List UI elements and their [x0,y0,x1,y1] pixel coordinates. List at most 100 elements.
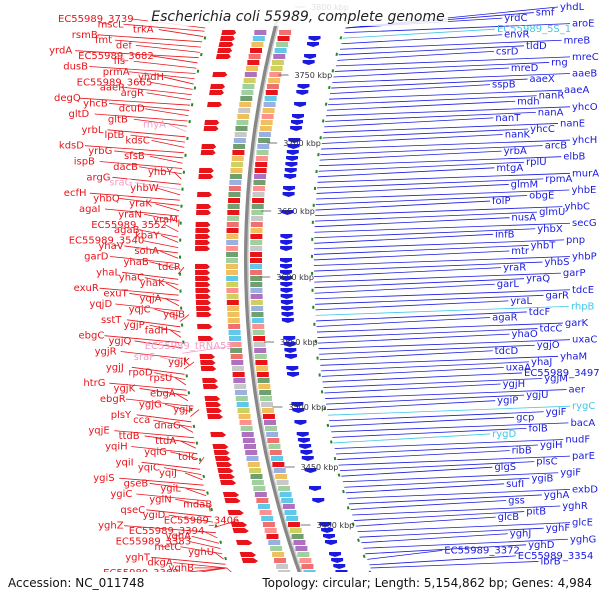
cog-mark-inner [260,402,273,407]
left-gene-label: argG [86,172,110,183]
cog-mark-outer [254,492,267,497]
right-label-leader [333,67,509,78]
cog-mark-inner [255,162,268,167]
forward-gene-mark [207,102,223,107]
cog-mark-outer [230,168,243,173]
forward-gene-mark [196,204,212,209]
right-gene-label: glcB [498,512,520,523]
right-label-leader [328,411,544,422]
left-gene-label: dkgA [147,558,172,569]
left-gene-label: qseC [120,505,145,516]
right-label-leader [316,322,563,333]
right-label-leader [332,427,527,438]
right-gene-label: rhpB [571,301,595,312]
left-label-leader [163,76,194,85]
cog-mark-inner [252,186,265,191]
right-gene-label: yghA [544,490,570,501]
right-label-leader [315,200,491,211]
left-label-leader [173,562,227,569]
left-label-leader [141,461,201,470]
forward-gene-mark [210,432,227,437]
cog-mark-inner [262,414,275,419]
right-gene-label: yghR [562,501,588,512]
left-label-leader [124,525,216,534]
reverse-gene-mark [304,54,317,59]
left-label-leader [186,488,207,497]
right-label-leader [323,123,559,133]
left-gene-label: dnaG [154,420,181,431]
left-label-leader [104,208,180,217]
right-gene-label: yrdC [504,13,527,24]
cog-mark-outer [228,330,241,335]
cog-mark-outer [238,414,251,419]
cog-mark-outer [229,342,242,347]
left-label-leader [123,23,205,32]
cog-mark-inner [262,108,275,113]
reverse-gene-mark [292,408,305,413]
left-label-leader [134,340,182,349]
cog-mark-inner [252,324,265,329]
right-gene-label: nanK [505,130,531,141]
cog-mark-outer [226,222,239,227]
cog-mark-inner [299,558,312,563]
cog-mark-outer [244,444,257,449]
forward-gene-mark [218,474,235,479]
forward-gene-mark [215,54,231,59]
forward-gene-mark [201,144,217,149]
cog-mark-outer [240,96,253,101]
reverse-gene-mark [291,402,304,407]
reverse-gene-mark [286,150,299,155]
cog-mark-inner [258,384,271,389]
left-label-leader [144,435,195,444]
cog-mark-inner [250,228,263,233]
right-label-leader [370,561,539,569]
left-label-leader [119,198,180,206]
left-gene-label: kbaY [135,230,160,241]
forward-gene-mark [213,450,230,455]
forward-gene-mark [207,414,224,419]
cog-mark-outer [231,360,244,365]
left-label-leader [149,155,183,164]
right-gene-label: yhcC [530,124,555,135]
right-gene-label: exbD [572,484,598,495]
forward-gene-mark [197,192,213,197]
left-label-leader [89,192,180,201]
cog-mark-outer [274,558,287,563]
left-gene-label: plsY [111,410,132,421]
scale-tick-label: 3700 kbp [283,139,321,148]
right-label-leader [314,228,536,239]
left-label-leader [128,71,195,80]
right-gene-label: sspB [492,80,516,91]
right-label-leader [348,494,542,505]
right-gene-label: yhdL [560,2,585,13]
cog-mark-inner [256,150,269,155]
right-label-leader [334,439,564,449]
forward-gene-mark [212,444,229,449]
right-gene-label: elbB [563,152,585,163]
right-gene-label: sufI [506,479,524,490]
right-label-leader [319,344,535,355]
cog-mark-inner [257,378,270,383]
right-gene-label: uxaA [506,362,531,373]
right-label-leader [342,472,559,483]
reverse-gene-mark [281,312,294,317]
left-gene-label: fadH [145,325,169,336]
left-gene-label: EC55989_3540 [69,236,145,247]
left-gene-label: exuR [74,283,99,294]
right-gene-label: tdcC [540,324,563,335]
right-label-leader [369,555,516,566]
forward-gene-mark [195,240,211,245]
right-gene-label: yhbP [572,252,597,263]
right-label-leader [313,250,510,261]
left-gene-label: kdsC [125,135,149,146]
right-label-leader [315,206,563,217]
reverse-gene-mark [312,498,325,503]
left-gene-label: sohA [134,246,159,257]
left-gene-label: gltD [68,109,89,120]
right-label-leader [314,267,502,277]
cog-mark-outer [226,228,239,233]
summary-text: Topology: circular; Length: 5,154,862 bp… [261,576,592,590]
right-label-leader [317,172,571,183]
right-gene-label: ygiF [546,407,567,418]
left-gene-label: ygiL [160,484,181,495]
